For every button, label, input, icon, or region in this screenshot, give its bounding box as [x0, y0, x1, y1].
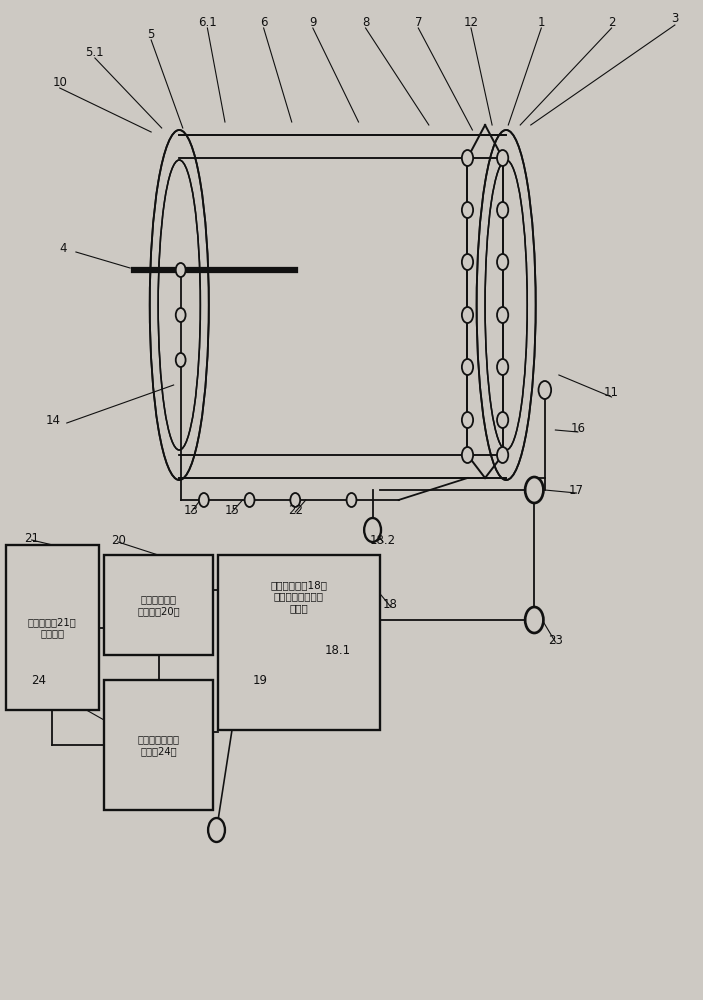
Bar	[179, 135, 506, 478]
Circle shape	[462, 254, 473, 270]
Text: 12: 12	[463, 15, 479, 28]
Circle shape	[290, 493, 300, 507]
Bar	[104, 555, 213, 655]
Text: 排水电机（21）
连接排水: 排水电机（21） 连接排水	[28, 617, 77, 638]
Text: 8: 8	[362, 15, 369, 28]
Text: 21: 21	[24, 532, 39, 544]
Text: 2: 2	[608, 15, 615, 28]
Text: 24: 24	[31, 674, 46, 686]
Circle shape	[176, 353, 186, 367]
Circle shape	[497, 202, 508, 218]
Circle shape	[525, 477, 543, 503]
Text: 回路清洗流量
控制路（20）: 回路清洗流量 控制路（20）	[137, 594, 180, 616]
Text: 18: 18	[382, 598, 398, 611]
Text: 洗衣机控制程序
电路（24）: 洗衣机控制程序 电路（24）	[138, 734, 179, 756]
Circle shape	[462, 412, 473, 428]
Text: 14: 14	[45, 414, 60, 426]
Text: 20: 20	[110, 534, 126, 546]
Text: 5.1: 5.1	[86, 46, 104, 60]
Text: 3: 3	[671, 11, 678, 24]
Text: 18.1: 18.1	[324, 644, 351, 656]
Circle shape	[347, 493, 356, 507]
Text: 16: 16	[570, 422, 586, 434]
Bar	[6, 545, 99, 710]
Text: 进水电磁阀（18）
（多进水口切换）
进水口: 进水电磁阀（18） （多进水口切换） 进水口	[270, 580, 328, 613]
Circle shape	[462, 307, 473, 323]
Circle shape	[497, 359, 508, 375]
Circle shape	[245, 493, 254, 507]
Text: 10: 10	[52, 77, 67, 90]
Text: 22: 22	[288, 504, 303, 516]
Circle shape	[538, 381, 551, 399]
Text: 6: 6	[260, 15, 267, 28]
Circle shape	[176, 308, 186, 322]
Circle shape	[462, 359, 473, 375]
Text: 1: 1	[538, 15, 545, 28]
Text: 4: 4	[60, 241, 67, 254]
Circle shape	[208, 818, 225, 842]
Text: 13: 13	[183, 504, 199, 516]
Circle shape	[497, 150, 508, 166]
Text: 15: 15	[224, 504, 240, 516]
Text: 11: 11	[604, 386, 619, 399]
Text: 6.1: 6.1	[198, 15, 217, 28]
Text: 23: 23	[548, 634, 563, 647]
Text: 19: 19	[252, 674, 268, 686]
Text: 18.2: 18.2	[370, 534, 396, 546]
Circle shape	[497, 307, 508, 323]
Circle shape	[199, 493, 209, 507]
Circle shape	[497, 254, 508, 270]
Text: 9: 9	[309, 15, 316, 28]
Circle shape	[462, 150, 473, 166]
Circle shape	[497, 447, 508, 463]
Circle shape	[497, 412, 508, 428]
Bar	[150, 158, 209, 455]
Circle shape	[462, 202, 473, 218]
Circle shape	[176, 263, 186, 277]
Bar	[104, 680, 213, 810]
Text: 7: 7	[415, 15, 422, 28]
Circle shape	[462, 447, 473, 463]
Text: 5: 5	[148, 28, 155, 41]
Circle shape	[364, 518, 381, 542]
Text: 17: 17	[569, 484, 584, 496]
Circle shape	[525, 607, 543, 633]
Bar	[218, 555, 380, 730]
